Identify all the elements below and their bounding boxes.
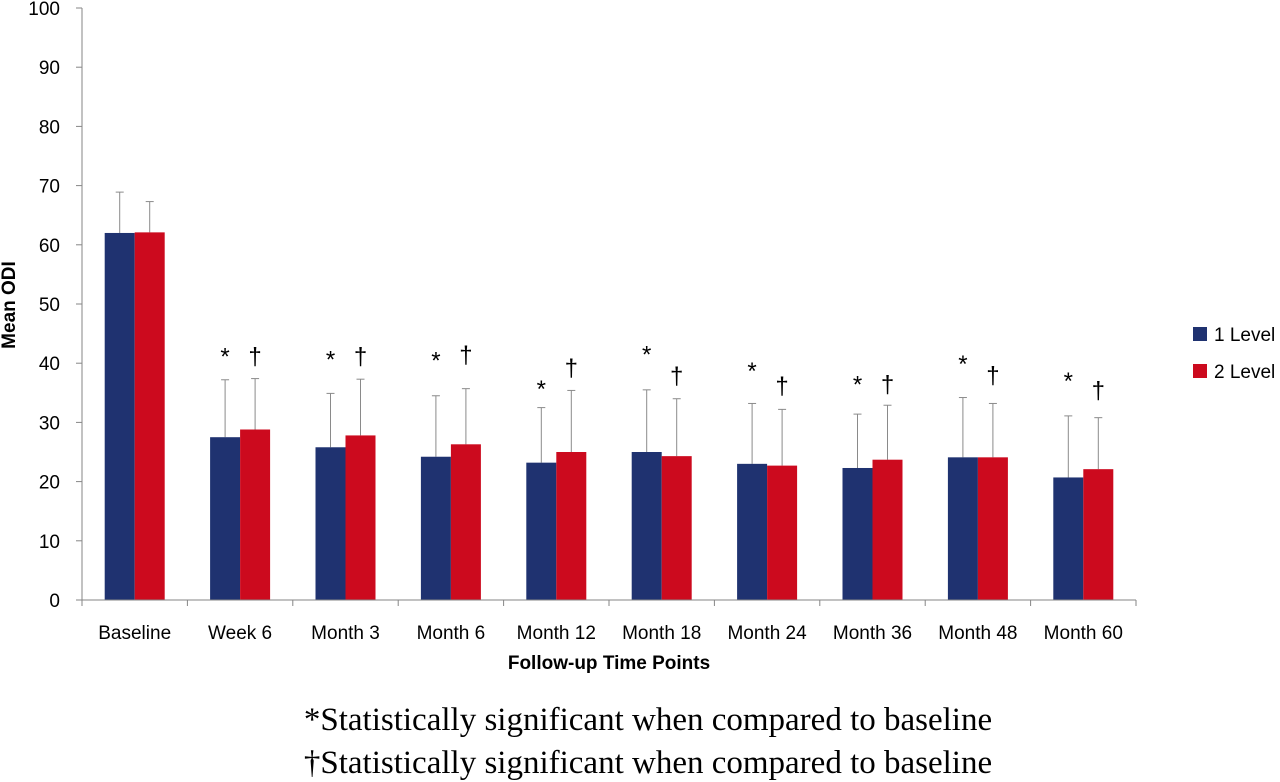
significance-marker: * <box>326 346 335 373</box>
bar <box>315 447 346 600</box>
x-tick-label: Month 12 <box>517 623 596 644</box>
x-tick-label: Month 24 <box>727 623 807 644</box>
bar <box>947 457 978 600</box>
significance-marker: * <box>431 347 440 374</box>
significance-marker: * <box>1064 368 1073 395</box>
legend: 1 Level 2 Level <box>1193 325 1275 383</box>
bar <box>1083 469 1114 600</box>
significance-marker: † <box>565 355 578 382</box>
bar <box>526 462 557 600</box>
y-axis-ticks: 0 10 20 30 40 50 60 70 80 90 100 <box>28 0 82 612</box>
significance-marker: * <box>853 372 862 399</box>
significance-marker: * <box>958 351 967 378</box>
x-tick-label: Baseline <box>98 623 171 644</box>
bar <box>556 452 587 600</box>
y-tick-label: 60 <box>39 236 60 257</box>
bar <box>842 467 873 600</box>
y-tick-label: 70 <box>39 177 60 198</box>
significance-marker: * <box>747 358 756 385</box>
footnote-dagger: †Statistically significant when compared… <box>304 745 992 781</box>
y-tick-label: 40 <box>39 354 60 375</box>
significance-marker: * <box>642 342 651 369</box>
x-tick-label: Month 60 <box>1044 623 1123 644</box>
x-tick-label: Month 3 <box>311 623 380 644</box>
error-bars <box>115 191 1103 478</box>
y-tick-label: 10 <box>39 532 60 553</box>
bar <box>210 437 241 600</box>
bar <box>631 452 662 600</box>
significance-marker: † <box>248 343 261 370</box>
significance-marker: † <box>354 343 367 370</box>
significance-marker: † <box>1092 378 1105 405</box>
bar <box>240 429 271 600</box>
y-tick-label: 50 <box>39 295 60 316</box>
bar <box>345 435 376 600</box>
y-tick-label: 100 <box>28 0 60 20</box>
x-tick-label: Month 48 <box>938 623 1017 644</box>
y-axis-title: Mean ODI <box>0 261 20 349</box>
bar <box>977 457 1008 600</box>
footnote-asterisk: *Statistically significant when compared… <box>304 702 992 738</box>
significance-marker: † <box>670 363 683 390</box>
legend-swatch <box>1193 327 1207 341</box>
significance-marker: † <box>986 362 999 389</box>
significance-markers: * * * * * * * * * † † † † † † † † † <box>220 342 1105 405</box>
x-tick-label: Month 36 <box>833 623 912 644</box>
bars <box>104 232 1114 601</box>
y-tick-label: 30 <box>39 413 60 434</box>
bar <box>104 232 135 600</box>
bar <box>134 232 165 601</box>
x-tick-label: Week 6 <box>208 623 272 644</box>
significance-marker: † <box>459 342 472 369</box>
x-axis-ticks: Baseline Week 6 Month 3 Month 6 Month 12 Mont… <box>81 600 1137 644</box>
y-tick-label: 90 <box>39 58 60 79</box>
y-tick-label: 0 <box>49 591 60 612</box>
significance-marker: † <box>881 372 894 399</box>
x-tick-label: Month 18 <box>622 623 701 644</box>
bar <box>737 463 768 600</box>
significance-marker: * <box>220 343 229 370</box>
significance-marker: † <box>775 373 788 400</box>
legend-swatch <box>1193 364 1207 378</box>
legend-label: 2 Level <box>1214 362 1275 383</box>
bar <box>661 456 692 600</box>
x-tick-label: Month 6 <box>417 623 486 644</box>
bar <box>872 459 903 600</box>
x-axis-title: Follow-up Time Points <box>508 653 710 674</box>
significance-marker: * <box>537 376 546 403</box>
bar <box>1053 477 1084 600</box>
bar <box>450 444 481 600</box>
legend-label: 1 Level <box>1214 325 1275 346</box>
bar <box>420 456 451 600</box>
y-tick-label: 20 <box>39 473 60 494</box>
bar <box>767 465 798 600</box>
y-tick-label: 80 <box>39 117 60 138</box>
